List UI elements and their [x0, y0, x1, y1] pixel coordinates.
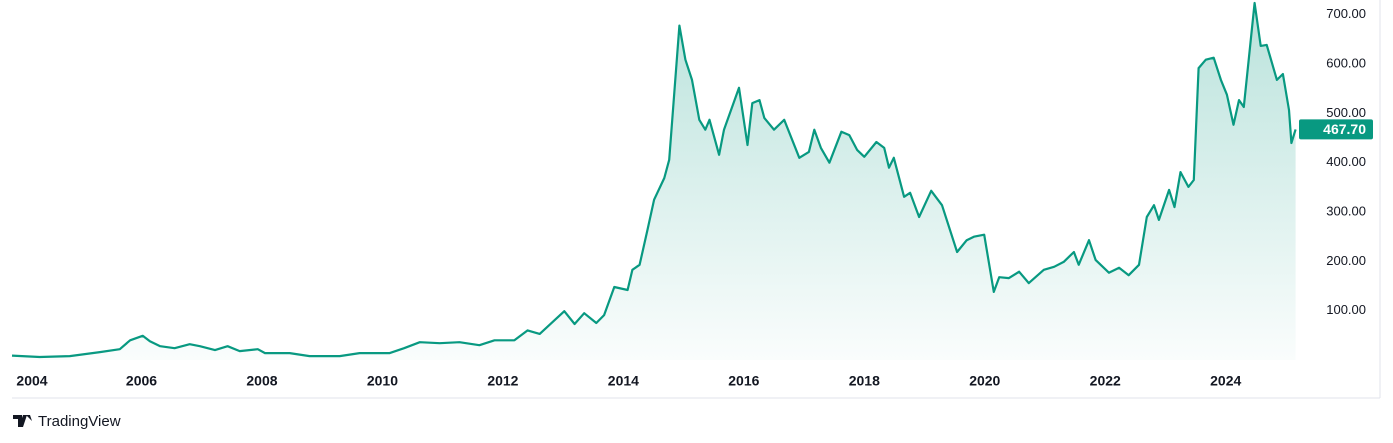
- logo-icon: [13, 415, 32, 427]
- price-line: [11, 1, 1297, 359]
- x-tick-label: 2008: [246, 373, 277, 389]
- y-tick-label: 400.00: [1326, 154, 1366, 169]
- y-tick-label: 300.00: [1326, 203, 1366, 218]
- last-price-label: 467.70: [1323, 121, 1366, 137]
- y-tick-label: 100.00: [1326, 302, 1366, 317]
- x-tick-label: 2016: [728, 373, 759, 389]
- x-tick-label: 2004: [16, 373, 47, 389]
- x-tick-label: 2024: [1210, 373, 1241, 389]
- x-tick-label: 2018: [849, 373, 880, 389]
- last-price-box: [1299, 119, 1373, 140]
- y-tick-label: 700.00: [1326, 6, 1366, 21]
- x-tick-label: 2020: [969, 373, 1000, 389]
- x-tick-label: 2022: [1090, 373, 1121, 389]
- brand: TradingView: [38, 413, 121, 430]
- x-tick-label: 2014: [608, 373, 639, 389]
- x-tick-label: 2012: [487, 373, 518, 389]
- x-tick-label: 2006: [126, 373, 157, 389]
- y-tick-label: 600.00: [1326, 56, 1366, 71]
- x-tick-label: 2010: [367, 373, 398, 389]
- logo: TradingView: [13, 413, 121, 430]
- y-tick-label: 500.00: [1326, 105, 1366, 120]
- area: [12, 3, 1296, 360]
- y-tick-label: 200.00: [1326, 253, 1366, 268]
